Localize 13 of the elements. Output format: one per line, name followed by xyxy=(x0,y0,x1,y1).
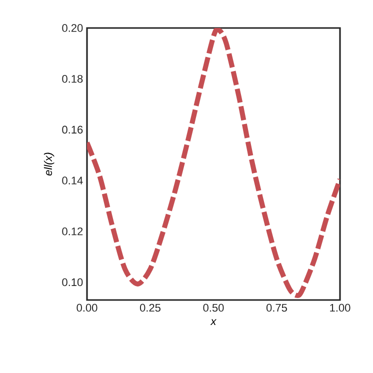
y-tick-label: 0.14 xyxy=(62,176,83,184)
x-tick-label: 0.25 xyxy=(140,304,160,312)
y-axis-title: ell(x) xyxy=(44,152,54,176)
x-axis-title: x xyxy=(210,319,217,325)
y-tick-label: 0.10 xyxy=(62,278,83,286)
x-tick-label: 0.75 xyxy=(266,304,287,312)
y-tick-label: 0.20 xyxy=(62,24,83,32)
y-tick-label: 0.12 xyxy=(62,227,83,236)
x-tick-label: 0.50 xyxy=(203,304,224,312)
y-tick-label: 0.18 xyxy=(62,74,83,83)
x-tick-label: 1.00 xyxy=(330,304,350,312)
y-tick-label: 0.16 xyxy=(62,126,83,134)
x-tick-label: 0.00 xyxy=(76,304,98,312)
